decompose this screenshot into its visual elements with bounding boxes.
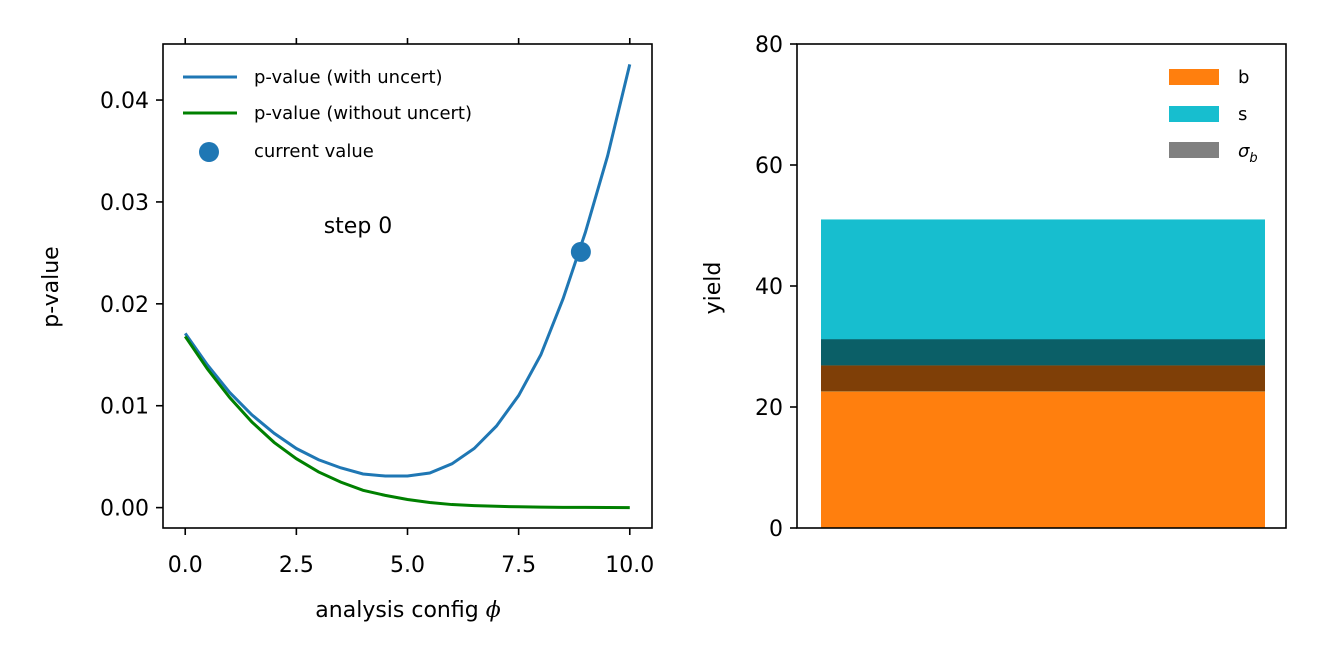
bar-sigma-b-over-s bbox=[821, 339, 1265, 366]
yield-y-tick-label: 20 bbox=[755, 396, 783, 421]
yield-axis-ticks: 0 20 40 60 80 bbox=[755, 33, 797, 542]
legend-label-current-value: current value bbox=[254, 141, 374, 162]
yield-y-tick-label: 40 bbox=[755, 275, 783, 300]
legend-swatch-s bbox=[1169, 106, 1219, 122]
yield-axes-frame bbox=[796, 43, 1287, 529]
legend-swatch-current-value bbox=[199, 142, 219, 162]
current-value-point bbox=[570, 241, 591, 262]
yield-y-tick-label: 0 bbox=[769, 517, 783, 542]
legend-label-b: b bbox=[1238, 67, 1249, 88]
pvalue-axis-ticks: 0.0 2.5 5.0 7.5 10.0 0.00 0.01 0.02 0.03 0.04 bbox=[100, 38, 654, 578]
x-tick-label: 5.0 bbox=[390, 553, 425, 578]
bar-b bbox=[821, 391, 1265, 528]
legend-label-sigma-b: σb bbox=[1238, 141, 1258, 166]
pvalue-y-axis-label: p-value bbox=[39, 246, 64, 327]
legend-label-s: s bbox=[1238, 104, 1247, 125]
legend-swatch-b bbox=[1169, 69, 1219, 85]
pvalue-x-axis-label-text: analysis config bbox=[315, 598, 478, 623]
y-tick-label: 0.03 bbox=[100, 191, 149, 216]
pvalue-x-axis-label-symbol: ϕ bbox=[486, 598, 501, 623]
y-tick-label: 0.00 bbox=[100, 497, 149, 522]
x-tick-label: 2.5 bbox=[279, 553, 314, 578]
series-line-without-uncert bbox=[183, 335, 630, 510]
legend-swatch-sigma-b bbox=[1169, 142, 1219, 158]
x-tick-label: 7.5 bbox=[501, 553, 536, 578]
legend-label-with-uncert: p-value (with uncert) bbox=[254, 67, 443, 88]
legend-label-without-uncert: p-value (without uncert) bbox=[254, 103, 472, 124]
legend-label-sigma: σ bbox=[1238, 141, 1250, 162]
pvalue-axes-frame bbox=[162, 43, 653, 529]
series-line-with-uncert bbox=[184, 64, 632, 478]
y-tick-label: 0.04 bbox=[100, 89, 149, 114]
x-tick-label: 0.0 bbox=[168, 553, 203, 578]
pvalue-plot-area bbox=[183, 64, 632, 510]
y-tick-label: 0.02 bbox=[100, 293, 149, 318]
legend-label-sigma-subscript: b bbox=[1249, 151, 1257, 166]
yield-y-tick-label: 80 bbox=[755, 33, 783, 58]
pvalue-x-axis-label: analysis config ϕ bbox=[315, 598, 500, 623]
yield-y-tick-label: 60 bbox=[755, 154, 783, 179]
pvalue-step-annotation: step 0 bbox=[324, 214, 393, 239]
yield-legend: b s σb bbox=[1169, 67, 1258, 166]
pvalue-legend: p-value (with uncert) p-value (without u… bbox=[183, 67, 472, 162]
y-tick-label: 0.01 bbox=[100, 395, 149, 420]
bar-sigma-b-upper bbox=[821, 365, 1265, 392]
x-tick-label: 10.0 bbox=[605, 553, 654, 578]
yield-plot-area bbox=[821, 219, 1265, 528]
yield-y-axis-label: yield bbox=[701, 262, 726, 315]
pvalue-chart: 0.0 2.5 5.0 7.5 10.0 0.00 0.01 0.02 0.03 0.04 ste… bbox=[39, 38, 654, 623]
